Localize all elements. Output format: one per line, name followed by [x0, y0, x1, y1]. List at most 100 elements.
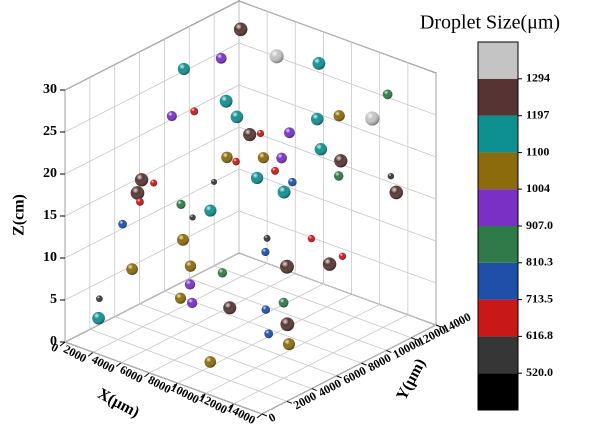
- grid-line: [64, 84, 240, 175]
- droplet-shine: [204, 356, 217, 368]
- droplet-shine: [136, 197, 144, 206]
- droplet-shine: [176, 199, 186, 209]
- grid-line: [149, 283, 324, 374]
- y-tick: [286, 400, 293, 404]
- grid-line: [238, 252, 437, 326]
- grid-line: [139, 303, 337, 377]
- droplet-shine: [233, 22, 248, 37]
- x-tick: [172, 382, 178, 388]
- colorbar-title: Droplet Size(μm): [420, 12, 560, 34]
- x-tick: [144, 372, 150, 378]
- droplet-shine: [257, 152, 269, 164]
- droplet-shine: [334, 154, 348, 168]
- y-tick: [435, 324, 442, 328]
- droplet-shine: [333, 171, 344, 181]
- droplet-shine: [261, 305, 270, 314]
- droplet-shine: [277, 185, 291, 199]
- colorbar-band: [478, 262, 518, 300]
- x-tick: [256, 413, 263, 419]
- droplet-shine: [269, 49, 284, 64]
- z-tick-label: 5: [50, 292, 57, 307]
- x-tick: [87, 351, 94, 357]
- z-tick-label: 25: [43, 124, 57, 139]
- droplet-shine: [322, 257, 337, 271]
- y-tick: [386, 349, 392, 353]
- colorbar-band: [478, 226, 518, 263]
- colorbar-tick-label: 1294: [526, 71, 550, 85]
- droplet-shine: [211, 178, 218, 185]
- droplet-shine: [126, 263, 138, 275]
- x-tick: [228, 403, 235, 409]
- colorbar-band: [478, 78, 518, 116]
- grid-line: [238, 0, 437, 74]
- colorbar-band: [478, 299, 518, 337]
- grid-line: [64, 341, 263, 415]
- droplet-shine: [243, 127, 257, 142]
- x-tick: [115, 362, 122, 367]
- droplet-shine: [219, 94, 233, 108]
- droplet-shine: [314, 143, 328, 156]
- grid-line: [92, 262, 268, 353]
- droplet-shine: [263, 234, 271, 242]
- grid-line: [233, 314, 409, 405]
- droplet-shine: [310, 112, 324, 126]
- droplet-shine: [256, 129, 265, 138]
- droplet-shine: [338, 252, 347, 260]
- grid-line: [214, 265, 412, 339]
- droplet-shine: [217, 268, 228, 278]
- z-axis-label: Z(cm): [11, 194, 28, 236]
- droplet-shine: [250, 171, 264, 185]
- x-tick-label: 0: [49, 340, 61, 355]
- z-tick-label: 30: [43, 82, 57, 97]
- grid-line: [238, 168, 437, 242]
- y-tick: [311, 388, 317, 392]
- colorbar-band: [478, 336, 518, 374]
- colorbar-band: [478, 115, 518, 153]
- grid-line: [261, 324, 437, 415]
- grid-line: [64, 126, 240, 217]
- droplet-shine: [177, 62, 190, 76]
- y-axis-label: Y(μm): [393, 356, 429, 403]
- droplet-shine: [166, 111, 177, 122]
- droplet-shine: [189, 214, 196, 221]
- grid-line: [64, 252, 240, 343]
- y-tick: [361, 362, 367, 366]
- grid-line: [238, 210, 437, 284]
- droplet-shine: [382, 89, 393, 100]
- droplet-shine: [215, 52, 227, 64]
- droplet-shine: [221, 151, 233, 164]
- grid-line: [205, 304, 380, 394]
- droplet-shine: [261, 247, 270, 257]
- colorbar-tick-label: 1100: [526, 144, 549, 158]
- droplet-shine: [280, 259, 294, 274]
- x-tick: [200, 393, 207, 398]
- droplet-shine: [184, 279, 196, 290]
- grid-line: [64, 210, 240, 301]
- droplet-shine: [92, 311, 105, 325]
- colorbar-tick-label: 713.5: [526, 291, 553, 305]
- grid-line: [89, 328, 287, 402]
- grid-line: [164, 290, 362, 364]
- droplet-shine: [190, 107, 199, 116]
- droplet-shine: [271, 166, 279, 175]
- z-tick-label: 15: [43, 208, 57, 223]
- y-tick-label: 14000: [440, 310, 473, 336]
- colorbar-band: [478, 152, 518, 190]
- colorbar-tick-label: 810.3: [526, 255, 553, 269]
- x-tick: [59, 341, 66, 347]
- grid-line: [64, 0, 240, 91]
- droplet-shine: [96, 295, 103, 303]
- droplet-shine: [307, 234, 316, 243]
- droplet-shine: [276, 152, 287, 164]
- colorbar-band: [478, 189, 518, 226]
- colorbar-band: [478, 373, 518, 410]
- colorbar-tick-label: 1197: [526, 107, 549, 121]
- droplet-shine: [184, 260, 197, 272]
- droplet-shine: [278, 297, 289, 308]
- grid-line: [64, 168, 240, 259]
- grid-line: [64, 42, 240, 133]
- y-tick: [336, 375, 342, 379]
- grid-line: [189, 278, 387, 351]
- droplet-shine: [280, 317, 295, 332]
